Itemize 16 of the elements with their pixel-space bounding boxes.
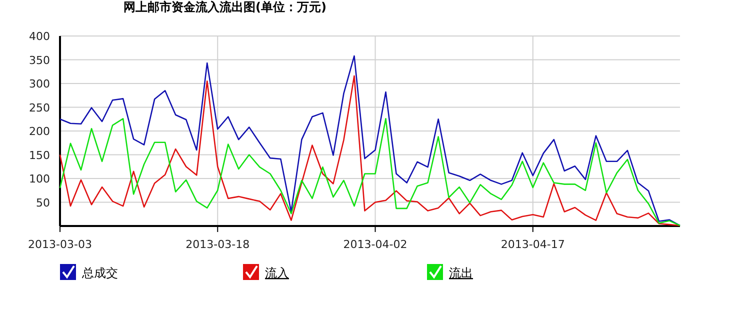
y-tick-label: 250 (29, 101, 50, 114)
legend-label: 流入 (265, 266, 289, 280)
y-tick-label: 100 (29, 172, 50, 186)
chart-title: 网上邮市资金流入流出图(单位：万元) (124, 0, 326, 14)
y-tick-label: 150 (29, 148, 50, 162)
y-tick-label: 350 (29, 54, 50, 67)
x-tick-label: 2013-04-02 (343, 238, 408, 251)
y-tick-label: 200 (29, 125, 50, 138)
y-tick-label: 400 (29, 30, 50, 43)
legend-label: 流出 (449, 266, 473, 280)
x-tick-label: 2013-03-03 (28, 238, 92, 251)
y-tick-label: 300 (29, 78, 50, 90)
y-tick-label: 50 (36, 196, 50, 210)
x-tick-label: 2013-04-17 (500, 238, 565, 251)
x-tick-label: 2013-03-18 (186, 238, 250, 251)
legend-label: 总成交 (81, 266, 118, 280)
